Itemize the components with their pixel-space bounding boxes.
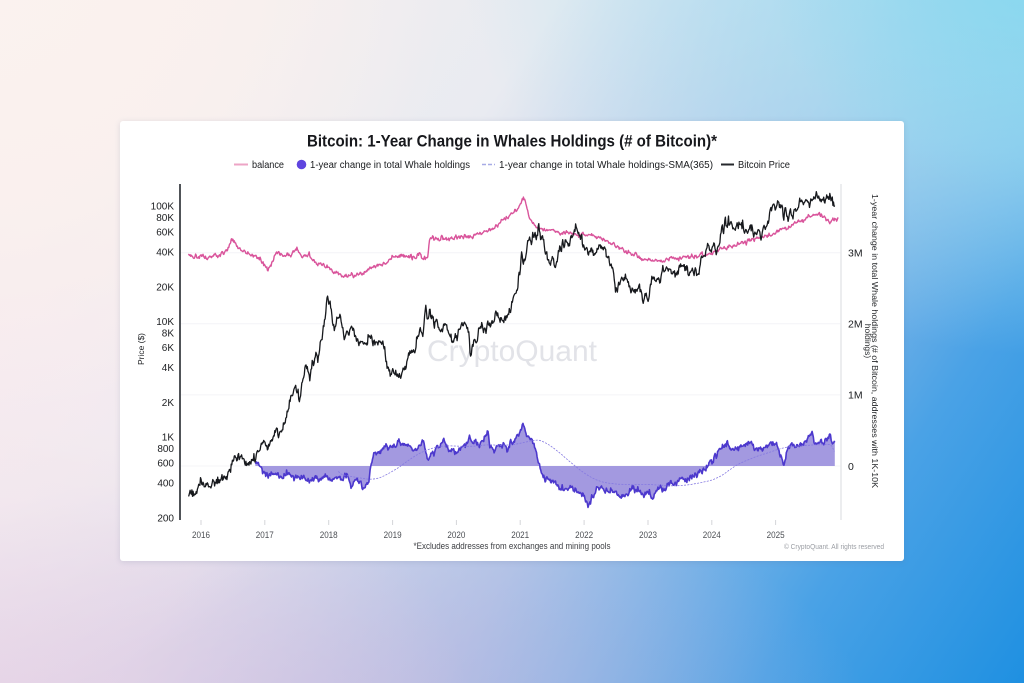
svg-text:Price ($): Price ($) [136,333,146,365]
svg-text:40K: 40K [156,248,174,259]
svg-text:2K: 2K [162,398,175,409]
svg-text:800: 800 [157,444,174,455]
svg-text:20K: 20K [156,282,174,293]
svg-text:holdings): holdings) [863,324,873,359]
svg-text:4K: 4K [162,363,175,374]
svg-text:1-year change in total Whale h: 1-year change in total Whale holdings (#… [870,194,880,488]
svg-text:1M: 1M [848,390,863,402]
svg-text:2023: 2023 [639,530,657,541]
svg-text:2022: 2022 [575,530,593,541]
svg-text:1K: 1K [162,433,175,444]
svg-text:© CryptoQuant. All rights rese: © CryptoQuant. All rights reserved [784,542,884,551]
svg-text:Bitcoin: 1-Year Change in Whal: Bitcoin: 1-Year Change in Whales Holding… [307,133,718,151]
svg-text:2025: 2025 [767,530,785,541]
svg-text:2019: 2019 [384,530,402,541]
svg-text:2024: 2024 [703,530,721,541]
svg-text:3M: 3M [848,248,863,260]
svg-text:100K: 100K [151,202,175,213]
svg-text:400: 400 [157,479,174,490]
svg-text:0: 0 [848,461,854,473]
svg-text:2017: 2017 [256,530,274,541]
svg-text:600: 600 [157,458,174,469]
svg-text:2M: 2M [848,319,863,331]
svg-text:6K: 6K [162,343,175,354]
svg-text:2018: 2018 [320,530,338,541]
svg-text:1-year change in total Whale h: 1-year change in total Whale holdings-SM… [499,160,713,171]
svg-text:balance: balance [252,160,284,171]
svg-text:Bitcoin Price: Bitcoin Price [738,160,790,171]
svg-text:10K: 10K [156,317,174,328]
svg-text:2016: 2016 [192,530,210,541]
svg-text:1-year change in total Whale h: 1-year change in total Whale holdings [310,160,470,171]
svg-text:200: 200 [157,513,174,524]
svg-text:*Excludes addresses from excha: *Excludes addresses from exchanges and m… [414,541,611,551]
svg-text:60K: 60K [156,227,174,238]
svg-text:80K: 80K [156,213,174,224]
svg-text:2021: 2021 [511,530,529,541]
svg-text:CryptoQuant: CryptoQuant [427,335,598,368]
svg-text:2020: 2020 [447,530,465,541]
svg-text:8K: 8K [162,328,175,339]
